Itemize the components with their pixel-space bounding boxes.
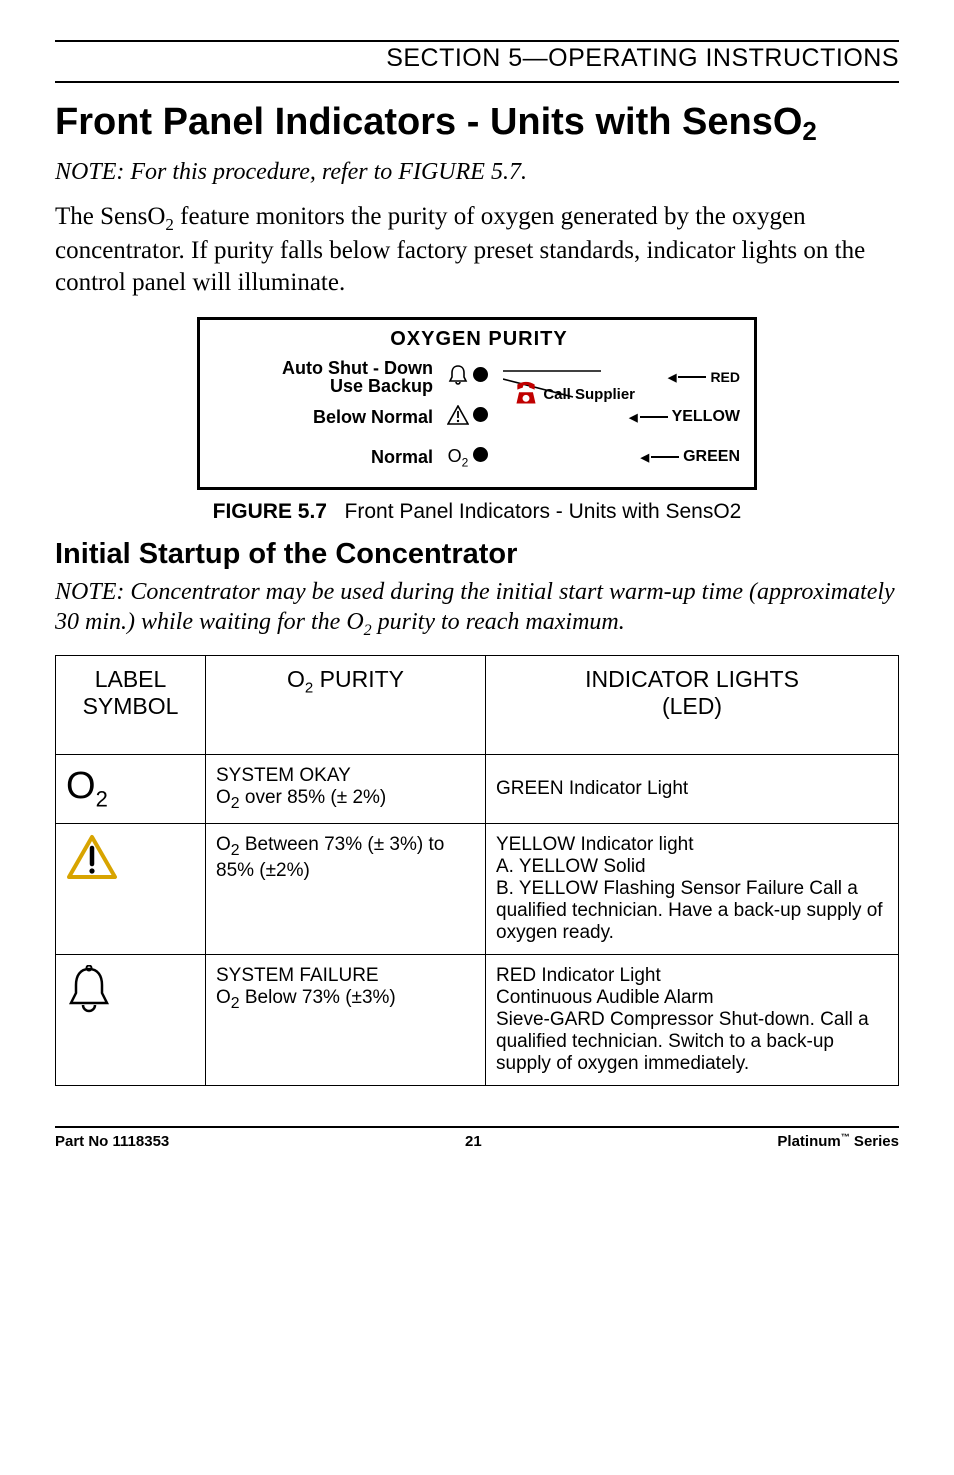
title-text: Front Panel Indicators - Units with Sens… (55, 101, 802, 143)
panel-row1-label: Auto Shut - Down Use Backup (218, 359, 443, 397)
lights-cell-2: YELLOW Indicator light A. YELLOW Solid B… (486, 824, 899, 955)
figure-text: Front Panel Indicators - Units with Sens… (345, 500, 742, 523)
panel-row1-label-b: Use Backup (330, 376, 433, 396)
led-dot-red (473, 367, 503, 387)
th-lights: INDICATOR LIGHTS(LED) (486, 656, 899, 755)
body-1b: feature monitors the purity of oxygen ge… (55, 203, 865, 297)
section-header: SECTION 5—OPERATING INSTRUCTIONS (55, 44, 899, 83)
title-sub: 2 (802, 116, 816, 146)
table-row: O2 Between 73% (± 3%) to 85% (±2%) YELLO… (56, 824, 899, 955)
footer-left: Part No 1118353 (55, 1133, 169, 1150)
panel-row-red: Auto Shut - Down Use Backup Call Supplie… (218, 357, 740, 397)
panel-row3-right: GREEN (625, 448, 740, 466)
figure-caption: FIGURE 5.7 Front Panel Indicators - Unit… (55, 500, 899, 524)
panel-row2-label: Below Normal (218, 408, 443, 427)
footer-right: Platinum™ Series (777, 1132, 899, 1150)
purity-cell-1: SYSTEM OKAY O2 over 85% (± 2%) (206, 755, 486, 824)
note-1: NOTE: For this procedure, refer to FIGUR… (55, 157, 899, 187)
purity-cell-2: O2 Between 73% (± 3%) to 85% (±2%) (206, 824, 486, 955)
th-purity: O2 PURITY (206, 656, 486, 755)
table-row: SYSTEM FAILURE O2 Below 73% (±3%) RED In… (56, 955, 899, 1086)
lights-cell-3: RED Indicator Light Continuous Audible A… (486, 955, 899, 1086)
bell-alarm-icon (66, 965, 112, 1013)
panel-row3-label: Normal (218, 448, 443, 467)
footer-center: 21 (465, 1133, 482, 1150)
panel-row1-label-a: Auto Shut - Down (282, 358, 433, 378)
body-1a: The SensO (55, 203, 165, 230)
body-1-sub: 2 (165, 215, 174, 234)
subheading: Initial Startup of the Concentrator (55, 538, 899, 571)
triangle-icon (443, 405, 473, 430)
panel-title: OXYGEN PURITY (218, 328, 740, 351)
purity-cell-3: SYSTEM FAILURE O2 Below 73% (±3%) (206, 955, 486, 1086)
page-title: Front Panel Indicators - Units with Sens… (55, 101, 899, 145)
lights-cell-1: GREEN Indicator Light (486, 755, 899, 824)
note-2: NOTE: Concentrator may be used during th… (55, 577, 899, 641)
figure-label: FIGURE 5.7 (213, 500, 327, 523)
page-footer: Part No 1118353 21 Platinum™ Series (55, 1126, 899, 1150)
bell-icon (443, 364, 473, 391)
led-dot-yellow (473, 407, 503, 427)
th-label: LABELSYMBOL (56, 656, 206, 755)
panel-row-green: Normal O2 GREEN (218, 437, 740, 477)
symbol-cell-triangle (56, 824, 206, 955)
warning-triangle-icon (66, 834, 118, 880)
note2-sub: 2 (364, 622, 372, 639)
table-row: O2 SYSTEM OKAY O2 over 85% (± 2%) GREEN … (56, 755, 899, 824)
body-paragraph: The SensO2 feature monitors the purity o… (55, 201, 899, 300)
note2-b: purity to reach maximum. (372, 609, 625, 635)
oxygen-purity-panel: OXYGEN PURITY Auto Shut - Down Use Backu… (197, 317, 757, 490)
table-header-row: LABELSYMBOL O2 PURITY INDICATOR LIGHTS(L… (56, 656, 899, 755)
symbol-cell-bell (56, 955, 206, 1086)
led-dot-green (473, 447, 503, 467)
o2-icon: O2 (443, 446, 473, 470)
symbol-cell-o2: O2 (56, 755, 206, 824)
indicator-table: LABELSYMBOL O2 PURITY INDICATOR LIGHTS(L… (55, 655, 899, 1086)
